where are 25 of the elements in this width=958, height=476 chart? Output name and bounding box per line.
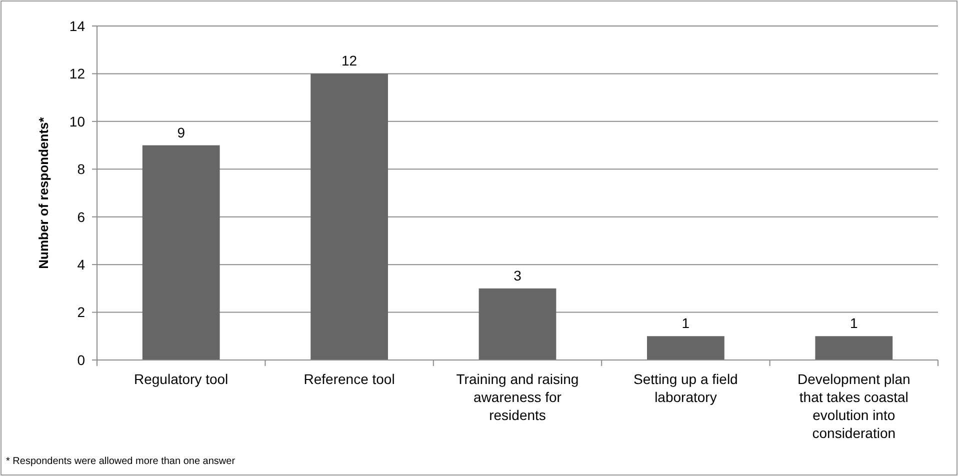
y-tick-label: 14 [69, 18, 86, 34]
data-label: 1 [850, 315, 858, 332]
data-label: 1 [682, 315, 690, 332]
x-tick-label: Training and raising awareness for residents [456, 371, 579, 423]
y-tick-label: 0 [77, 352, 86, 368]
bar [815, 336, 893, 360]
bar [478, 288, 556, 360]
bar [310, 74, 388, 360]
y-tick-label: 4 [77, 256, 86, 272]
y-tick-label: 6 [77, 208, 86, 225]
y-tick-label: 12 [69, 66, 86, 82]
data-label: 3 [514, 267, 522, 284]
data-label: 9 [177, 124, 186, 140]
y-tick-label: 10 [69, 113, 86, 130]
y-tick-label: 8 [77, 161, 86, 178]
text: * Respondents were allowed more than one answer [6, 456, 236, 467]
data-label: 12 [342, 52, 358, 69]
bar [647, 336, 724, 360]
bar [142, 145, 220, 360]
y-axis-title: Number of respondents* [36, 116, 51, 269]
x-tick-label: Development plan that takes coastal evolution into consideration [797, 371, 910, 441]
x-tick-label: Regulatory tool [134, 371, 228, 387]
x-tick-label: Reference tool [304, 371, 395, 387]
x-tick-label: Setting up a field laboratory [634, 371, 738, 405]
y-tick-label: 2 [77, 304, 86, 320]
